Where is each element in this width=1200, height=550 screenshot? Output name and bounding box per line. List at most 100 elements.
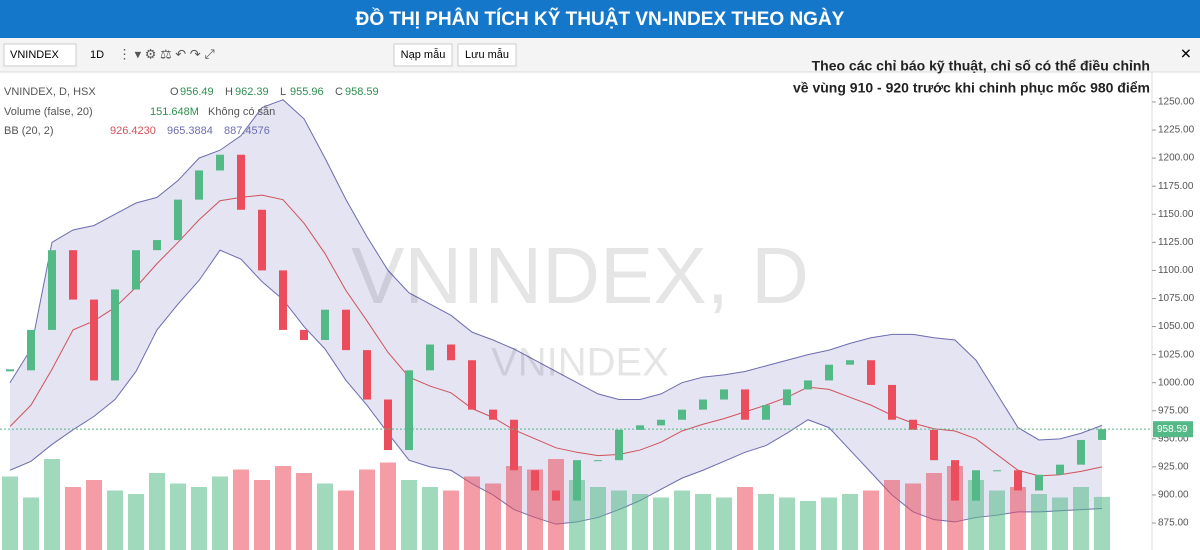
candle (405, 370, 413, 451)
volume-bar (1052, 497, 1068, 550)
volume-bar (86, 480, 102, 550)
y-tick-label: 1125.00 (1158, 237, 1194, 248)
volume-bar (1010, 487, 1026, 550)
y-tick-label: 1075.00 (1158, 293, 1195, 304)
candle (909, 419, 917, 430)
volume-bar (422, 487, 438, 550)
candle (993, 470, 1001, 472)
legend-volume-note: Không có sẵn (208, 105, 275, 118)
volume-bar (65, 487, 81, 550)
y-tick-label: 950.00 (1158, 433, 1189, 444)
ohlc-value: 962.39 (235, 86, 269, 98)
candle (27, 329, 35, 371)
watermark-sub: VNINDEX (491, 341, 669, 385)
candle (69, 250, 77, 300)
volume-bar (884, 480, 900, 550)
candle (930, 429, 938, 461)
volume-bar (485, 483, 501, 550)
candle (699, 399, 707, 410)
volume-bar (548, 459, 564, 550)
volume-bar (1073, 487, 1089, 550)
y-tick-label: 1025.00 (1158, 349, 1195, 360)
candle (1077, 439, 1085, 465)
candle (741, 389, 749, 420)
candle (510, 419, 518, 471)
volume-bar (380, 462, 396, 550)
symbol-box[interactable] (3, 43, 77, 67)
candle (1035, 474, 1043, 491)
bb-value: 965.3884 (167, 125, 213, 137)
candle (195, 170, 203, 200)
candle (888, 384, 896, 420)
volume-bar (590, 487, 606, 550)
volume-bar (170, 483, 186, 550)
volume-bar (758, 494, 774, 550)
volume-bar (842, 494, 858, 550)
volume-bar (1031, 494, 1047, 550)
candle (216, 154, 224, 171)
candle (636, 425, 644, 430)
close-icon[interactable]: ✕ (1180, 46, 1192, 62)
volume-bar (254, 480, 270, 550)
candle (153, 240, 161, 251)
price-tag-label: 958.59 (1157, 424, 1188, 435)
volume-bar (800, 501, 816, 550)
ohlc-letter: O (170, 86, 179, 98)
ohlc-value: 955.96 (290, 86, 324, 98)
volume-bar (401, 480, 417, 550)
load-label: Nạp mẫu (401, 48, 446, 61)
candle (6, 369, 14, 372)
volume-bar (737, 487, 753, 550)
volume-bar (674, 490, 690, 550)
save-button[interactable] (457, 43, 517, 67)
bb-line (9, 99, 1103, 441)
candle (783, 389, 791, 406)
candle (300, 329, 308, 341)
candle (489, 409, 497, 420)
volume-bar (863, 490, 879, 550)
candle (615, 429, 623, 461)
candle (447, 344, 455, 361)
y-tick-label: 1175.00 (1158, 181, 1194, 192)
volume-bar (716, 497, 732, 550)
toolbar (0, 38, 1200, 72)
volume-bar (779, 497, 795, 550)
bb-value: 887.4576 (224, 125, 270, 137)
volume-bar (296, 473, 312, 550)
y-tick-label: 1100.00 (1158, 265, 1194, 276)
ohlc-letter: L (280, 86, 286, 98)
ohlc-value: 956.49 (180, 86, 214, 98)
candle (552, 490, 560, 501)
candle (426, 344, 434, 371)
y-tick-label: 875.00 (1158, 518, 1189, 529)
legend-volume: Volume (false, 20) (4, 106, 93, 118)
volume-bar (695, 494, 711, 550)
load-button[interactable] (393, 43, 453, 67)
candle (762, 405, 770, 420)
candle (594, 460, 602, 462)
candle (951, 460, 959, 501)
legend-bb: BB (20, 2) (4, 125, 54, 137)
volume-bar (2, 476, 18, 550)
volume-bar (926, 473, 942, 550)
title: ĐỒ THỊ PHÂN TÍCH KỸ THUẬT VN-INDEX THEO … (356, 8, 845, 30)
candle (90, 299, 98, 381)
legend-volume-value: 151.648M (150, 106, 199, 118)
icons[interactable]: ⋮ ▾ ⚙ ⚖ ↶ ↷ ⤢ (118, 46, 215, 61)
candle (384, 399, 392, 451)
candle (132, 250, 140, 290)
candle (825, 364, 833, 381)
volume-bar (338, 490, 354, 550)
y-tick-label: 1225.00 (1158, 125, 1195, 136)
title-bar (0, 0, 1200, 38)
candle (678, 409, 686, 420)
y-tick-label: 1250.00 (1158, 97, 1195, 108)
candle (48, 250, 56, 330)
volume-bar (1094, 496, 1110, 550)
volume-bar (317, 483, 333, 550)
volume-bar (212, 476, 228, 550)
price-tag (1153, 421, 1193, 438)
ohlc-value: 958.59 (345, 86, 379, 98)
interval[interactable]: 1D (90, 49, 104, 61)
